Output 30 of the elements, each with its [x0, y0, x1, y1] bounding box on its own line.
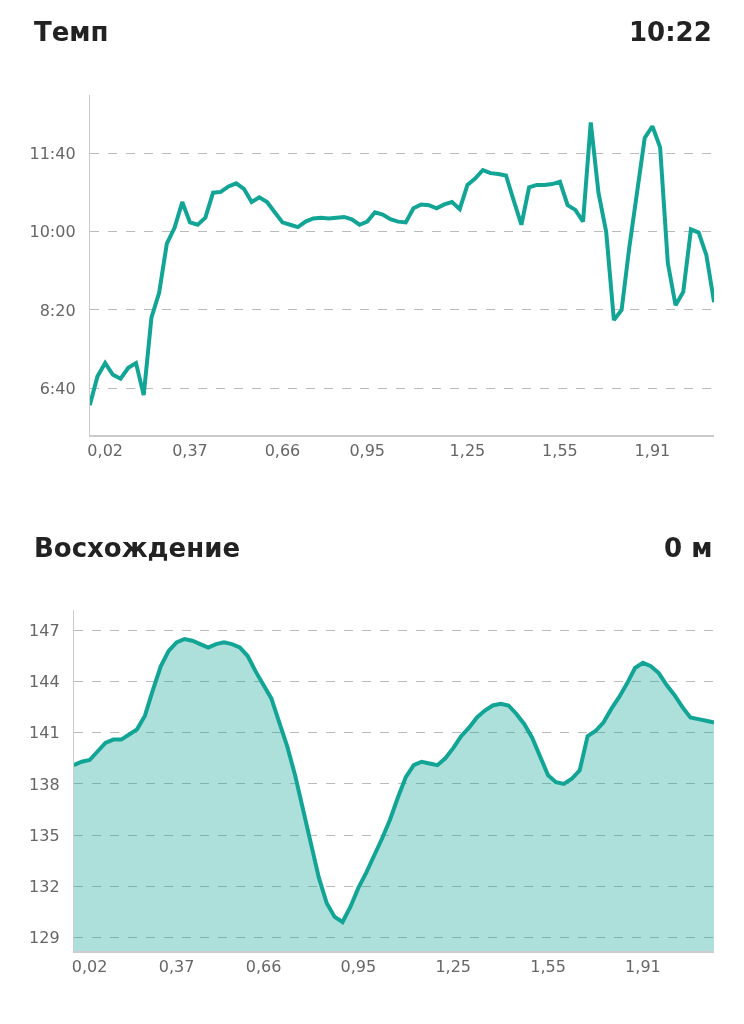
x-tick-label: 0,66: [264, 441, 301, 461]
x-tick-label: 0,95: [340, 957, 377, 977]
y-tick-label: 147: [29, 621, 60, 641]
y-tick-label: 132: [29, 876, 60, 896]
x-tick-label: 0,95: [349, 441, 386, 461]
line-series: [89, 120, 715, 408]
chart-title: Темп: [34, 17, 109, 47]
x-tick-label: 0,02: [71, 957, 108, 977]
x-tick-label: 1,25: [449, 441, 486, 461]
x-tick-label: 1,91: [625, 957, 661, 977]
y-tick-label: 11:40: [29, 144, 76, 164]
y-tick-label: 141: [29, 723, 60, 743]
y-tick-label: 144: [29, 672, 60, 692]
x-tick-label: 1,91: [634, 441, 671, 461]
text: 10:22: [629, 17, 712, 47]
x-tick-label: 1,55: [530, 957, 566, 977]
y-tick-label: 8:20: [39, 300, 76, 320]
y-tick-label: 6:40: [39, 378, 76, 398]
x-tick-label: 0,37: [172, 441, 208, 461]
x-tick-label: 1,25: [435, 957, 472, 977]
chart-title: Восхождение: [34, 533, 241, 563]
text: 0 м: [664, 533, 713, 563]
y-tick-label: 10:00: [29, 222, 76, 242]
x-tick-label: 0,02: [87, 441, 123, 461]
x-tick-label: 0,66: [245, 957, 282, 977]
y-tick-label: 138: [29, 774, 60, 794]
y-tick-label: 135: [29, 825, 60, 845]
x-tick-label: 0,37: [158, 957, 195, 977]
y-tick-label: 129: [29, 927, 60, 947]
x-tick-label: 1,55: [542, 441, 578, 461]
